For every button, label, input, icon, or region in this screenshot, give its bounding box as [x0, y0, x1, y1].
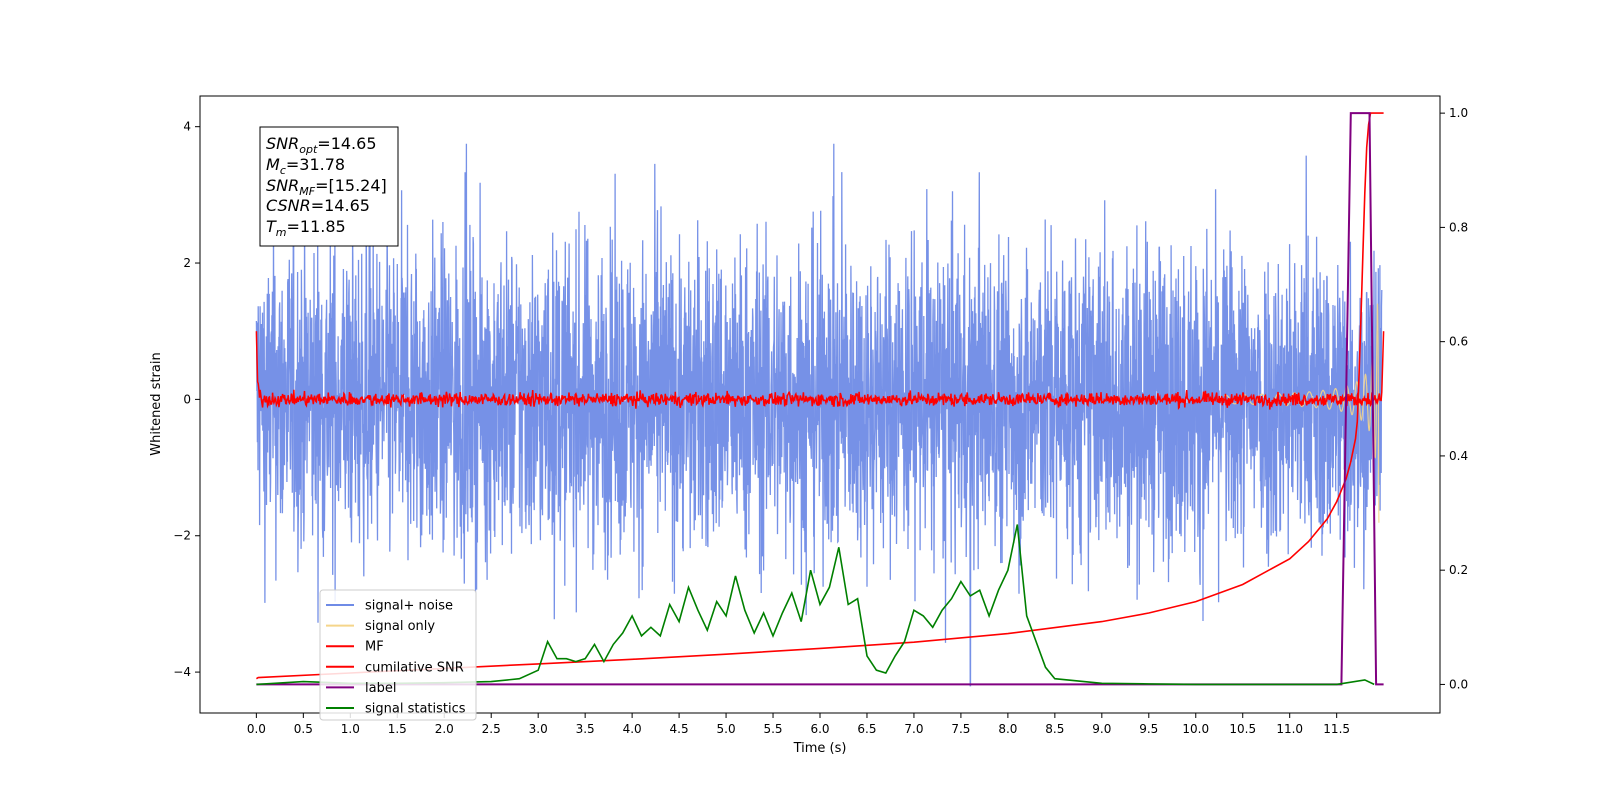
y2-tick-label: 0.2: [1449, 563, 1468, 577]
x-tick-label: 5.5: [763, 722, 782, 736]
y-tick-label: 2: [183, 256, 191, 270]
x-axis: 0.0 0.5 1.0 1.5 2.0 2.5 3.0 3.5 4.0 4.5 5.0 5.5 6.0 6…: [247, 713, 1350, 736]
x-tick-label: 4.0: [623, 722, 642, 736]
series-signal-plus-noise-line: [255, 143, 1383, 687]
legend-label: MF: [365, 640, 384, 655]
y2-tick-label: 0.4: [1449, 449, 1468, 463]
annotation-tm: Tm=11.85: [266, 217, 346, 239]
y-axis-right: 1.0 0.8 0.6 0.4 0.2 0.0: [1440, 106, 1468, 691]
annotation-snr-mf: SNRMF=[15.24]: [266, 176, 387, 198]
y-tick-label: −4: [173, 665, 191, 679]
y-axis-label: Whitened strain: [149, 352, 164, 455]
annotation-snr-opt: SNRopt=14.65: [266, 134, 377, 156]
x-tick-label: 10.5: [1229, 722, 1256, 736]
y-tick-label: −2: [173, 529, 191, 543]
x-tick-label: 3.5: [576, 722, 595, 736]
x-axis-label: Time (s): [793, 741, 847, 756]
x-tick-label: 0.0: [247, 722, 266, 736]
x-tick-label: 1.5: [388, 722, 407, 736]
y2-tick-label: 0.0: [1449, 677, 1468, 691]
annotation-box: SNRopt=14.65 Mc=31.78 SNRMF=[15.24] CSNR…: [259, 126, 399, 247]
x-tick-label: 1.0: [341, 722, 360, 736]
y-tick-label: 0: [183, 392, 191, 406]
legend-label: signal statistics: [365, 702, 466, 717]
y2-tick-label: 1.0: [1449, 106, 1468, 120]
legend: signal+ noise signal only MF cumilative SNR…: [319, 589, 477, 721]
y-tick-label: 4: [183, 120, 191, 134]
x-tick-label: 0.5: [294, 722, 313, 736]
x-tick-label: 4.5: [670, 722, 689, 736]
x-tick-label: 5.0: [717, 722, 736, 736]
plot-frame: [199, 95, 1441, 714]
x-tick-label: 6.5: [857, 722, 876, 736]
plot-area: [255, 112, 1385, 687]
legend-label: signal only: [365, 619, 435, 634]
legend-label: signal+ noise: [365, 599, 453, 614]
x-tick-label: 2.0: [435, 722, 454, 736]
x-tick-label: 2.5: [482, 722, 501, 736]
x-tick-label: 9.0: [1092, 722, 1111, 736]
x-tick-label: 7.5: [951, 722, 970, 736]
series-mf-line: [255, 331, 1385, 411]
x-tick-label: 8.5: [1045, 722, 1064, 736]
x-tick-label: 9.5: [1139, 722, 1158, 736]
y2-tick-label: 0.6: [1449, 335, 1468, 349]
legend-label: cumilative SNR: [365, 660, 464, 675]
x-tick-label: 7.0: [904, 722, 923, 736]
annotation-csnr: CSNR=14.65: [266, 196, 370, 215]
x-tick-label: 3.0: [529, 722, 548, 736]
x-tick-label: 6.0: [810, 722, 829, 736]
legend-label: label: [365, 681, 396, 696]
annotation-mc: Mc=31.78: [266, 155, 345, 177]
y-axis-left: 4 2 0 −2 −4: [173, 120, 200, 679]
series-signal-only-line: [1223, 303, 1380, 523]
x-tick-label: 11.0: [1276, 722, 1303, 736]
x-tick-label: 8.0: [998, 722, 1017, 736]
x-tick-label: 10.0: [1182, 722, 1209, 736]
y2-tick-label: 0.8: [1449, 220, 1468, 234]
x-tick-label: 11.5: [1323, 722, 1350, 736]
series-signal-statistics-line: [256, 524, 1375, 686]
series-cumilative-snr-line: [255, 112, 1384, 680]
